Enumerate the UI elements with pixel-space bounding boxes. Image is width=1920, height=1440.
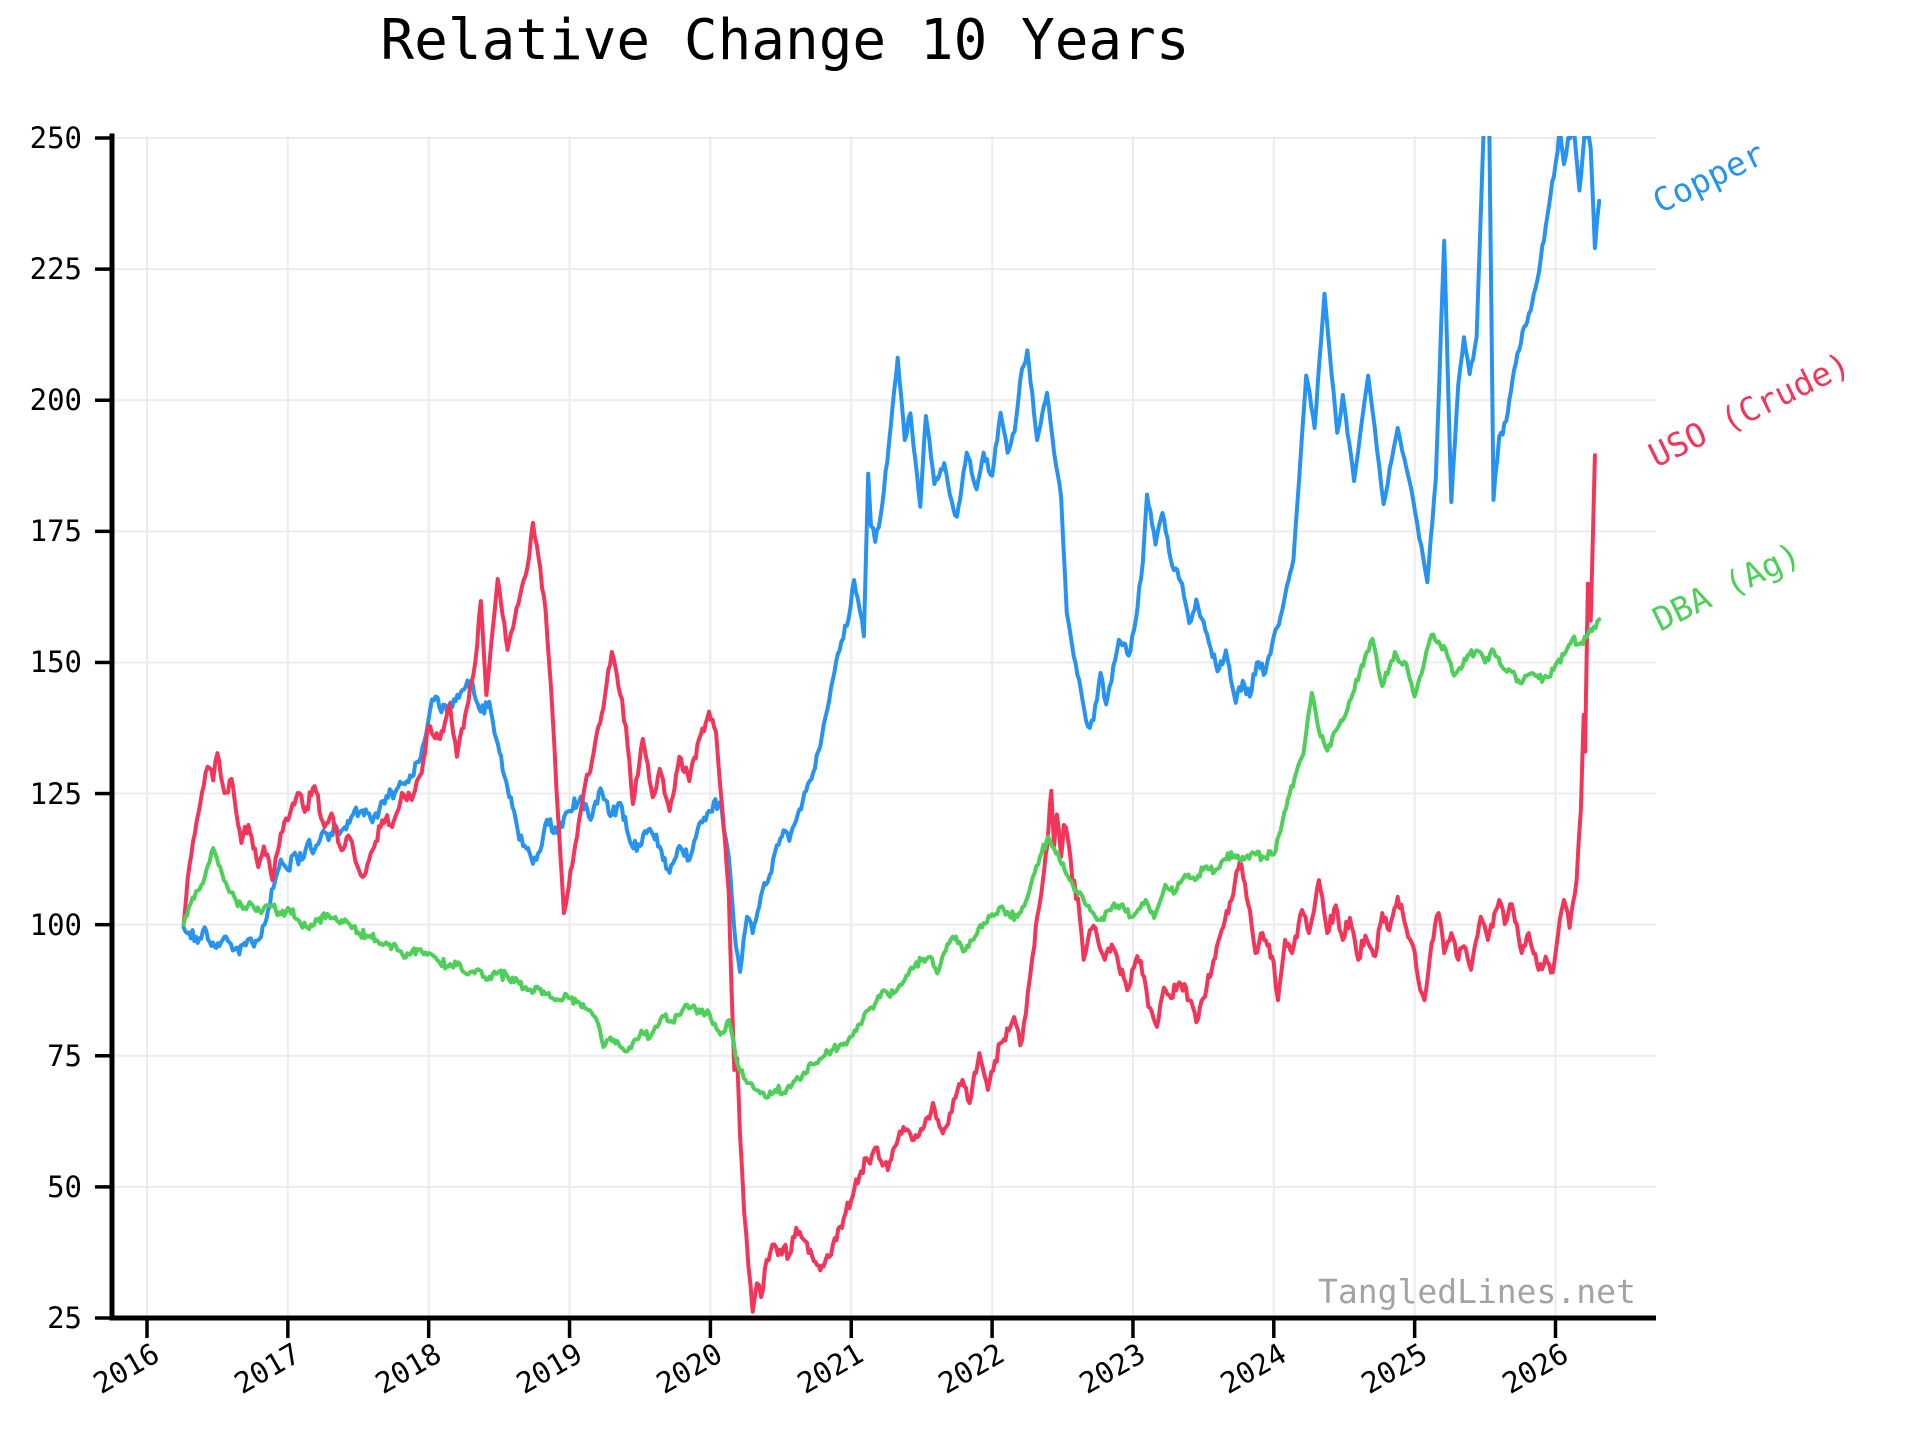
y-tick-label: 25 <box>47 1301 82 1335</box>
y-tick-label: 175 <box>29 514 82 549</box>
y-tick-label: 250 <box>29 121 82 155</box>
axes <box>95 133 1656 1338</box>
y-tick-label: 150 <box>29 645 82 680</box>
y-tick-label: 50 <box>47 1169 82 1204</box>
chart-title: Relative Change 10 Years <box>380 8 1190 73</box>
y-tick-label: 225 <box>29 252 82 287</box>
y-tick-label: 100 <box>29 907 82 942</box>
y-tick-label: 125 <box>29 776 82 811</box>
watermark: TangledLines.net <box>1318 1272 1636 1311</box>
gridlines <box>112 136 1656 1319</box>
y-tick-label: 75 <box>47 1038 82 1073</box>
series-lines <box>181 136 1602 1314</box>
y-tick-label: 200 <box>29 383 82 418</box>
